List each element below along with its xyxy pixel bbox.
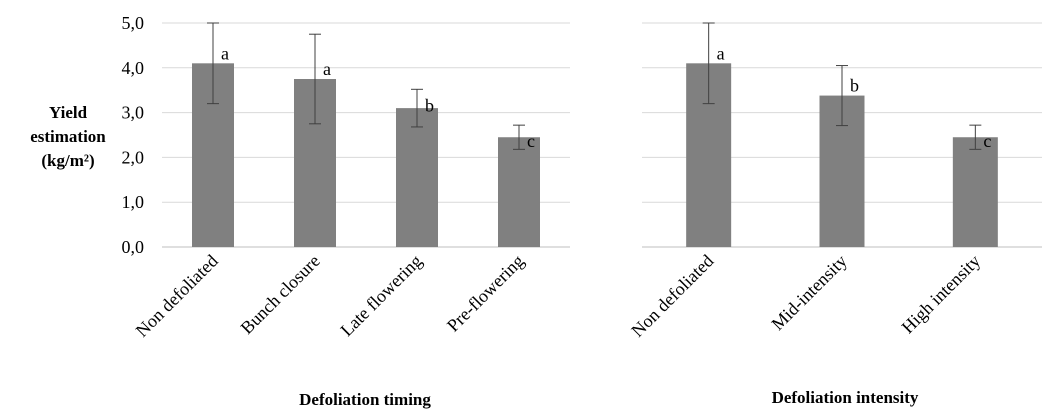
significance-letter: a	[717, 43, 725, 63]
significance-letter: a	[323, 59, 331, 79]
y-tick-labels: 0,0 1,0 2,0 3,0 4,0 5,0	[122, 13, 145, 257]
y-tick-label: 5,0	[122, 13, 145, 33]
y-axis-label-line-2: estimation	[30, 127, 106, 146]
y-tick-label: 3,0	[122, 103, 145, 123]
x-axis-title-intensity: Defoliation intensity	[772, 388, 919, 407]
y-tick-label: 0,0	[122, 237, 145, 257]
y-tick-label: 4,0	[122, 58, 145, 78]
x-axis-title-timing: Defoliation timing	[299, 390, 431, 409]
x-tick-label: Non defoliated	[627, 251, 717, 341]
x-tick-label: High intensity	[898, 251, 985, 338]
x-tick-label: Bunch closure	[237, 251, 324, 338]
bar	[396, 108, 438, 248]
bar	[498, 137, 540, 247]
y-axis-label-line-3: (kg/m²)	[41, 151, 94, 170]
panel-defoliation-intensity: a Non defoliated b Mid-intensity c High inten…	[627, 22, 1042, 341]
y-tick-label: 1,0	[122, 192, 145, 212]
significance-letter: c	[983, 131, 991, 151]
y-axis-label-line-1: Yield	[49, 103, 88, 122]
significance-letter: a	[221, 43, 229, 63]
bar	[952, 137, 998, 247]
y-tick-label: 2,0	[122, 147, 145, 167]
panel-defoliation-timing: a Non defoliated a Bunch closure b Late flowe…	[132, 22, 570, 341]
significance-letter: c	[527, 131, 535, 151]
x-tick-label: Mid-intensity	[767, 251, 850, 334]
significance-letter: b	[850, 76, 859, 96]
x-tick-label: Late flowering	[336, 251, 425, 340]
x-tick-label: Pre-flowering	[443, 251, 528, 336]
x-tick-label: Non defoliated	[132, 251, 222, 341]
significance-letter: b	[425, 95, 434, 115]
